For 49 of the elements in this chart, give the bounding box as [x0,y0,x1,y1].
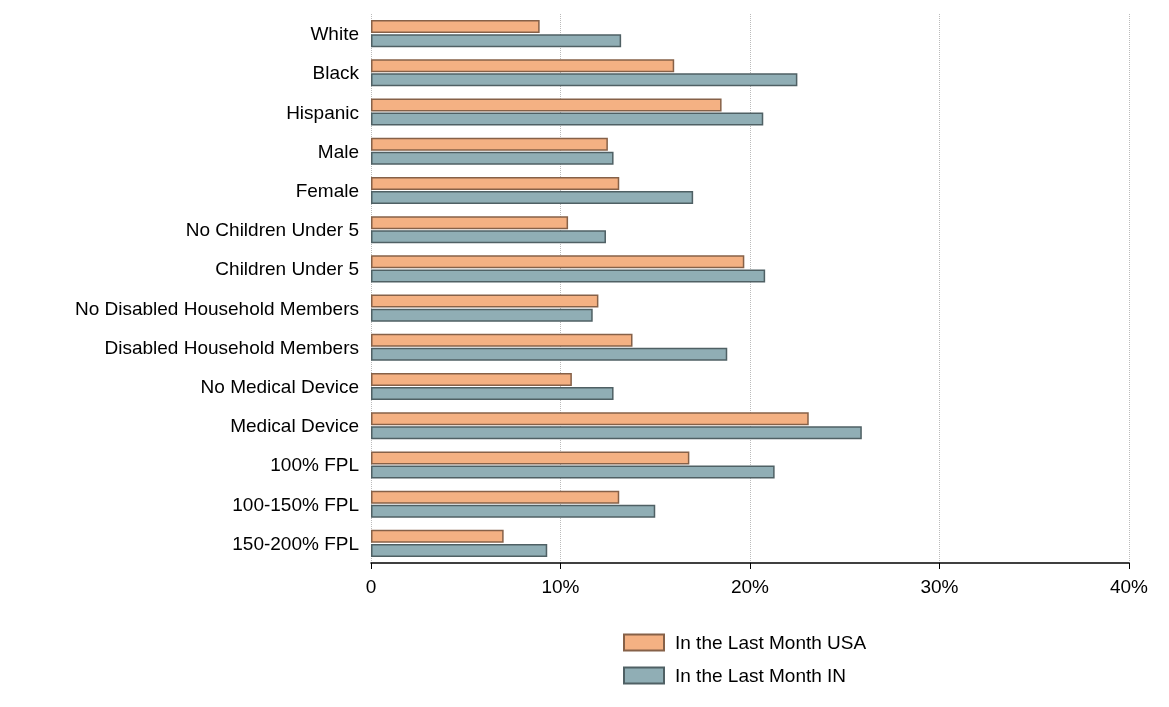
bar [371,465,775,479]
bar [371,151,614,165]
bar [371,529,504,543]
bar [371,426,862,440]
y-tick-label: 150-200% FPL [232,532,359,554]
bar [371,230,606,244]
y-tick-label: No Disabled Household Members [74,297,359,319]
bar [371,255,745,269]
bar [371,308,593,322]
bar [371,333,633,347]
bar [371,59,675,73]
bar [371,490,620,504]
x-tick-label: 0 [365,576,377,597]
bar [371,373,572,387]
bar [371,137,608,151]
y-tick-label: Hispanic [286,101,359,123]
bar [371,20,540,34]
bar [371,176,620,190]
bar [371,34,622,48]
y-tick-label: Male [317,140,359,162]
legend-label: In the Last Month IN [675,665,847,686]
bar [371,190,694,204]
legend-label: In the Last Month USA [675,632,867,653]
bar [371,112,764,126]
y-tick-label: No Medical Device [200,376,359,398]
bar [371,294,599,308]
bar [371,543,548,557]
x-tick-label: 20% [730,576,770,597]
y-tick-label: Female [295,179,359,201]
y-tick-label: 100% FPL [270,454,359,476]
bar [371,451,690,465]
y-tick-label: Black [312,62,360,84]
x-tick-label: 10% [541,576,580,597]
bar [371,98,722,112]
y-tick-label: Disabled Household Members [104,336,359,358]
bar [371,269,766,283]
bar [371,216,569,230]
y-tick-label: No Children Under 5 [185,219,359,241]
y-tick-label: 100-150% FPL [232,493,359,515]
y-tick-label: Children Under 5 [215,258,359,280]
bar [371,412,809,426]
bar [371,504,656,518]
bar [371,387,614,401]
bar [371,73,798,87]
y-tick-label: Medical Device [230,415,359,437]
y-tick-label: White [310,23,359,45]
bar [371,347,728,361]
x-tick-label: 30% [920,576,959,597]
x-tick-label: 40% [1109,576,1149,597]
